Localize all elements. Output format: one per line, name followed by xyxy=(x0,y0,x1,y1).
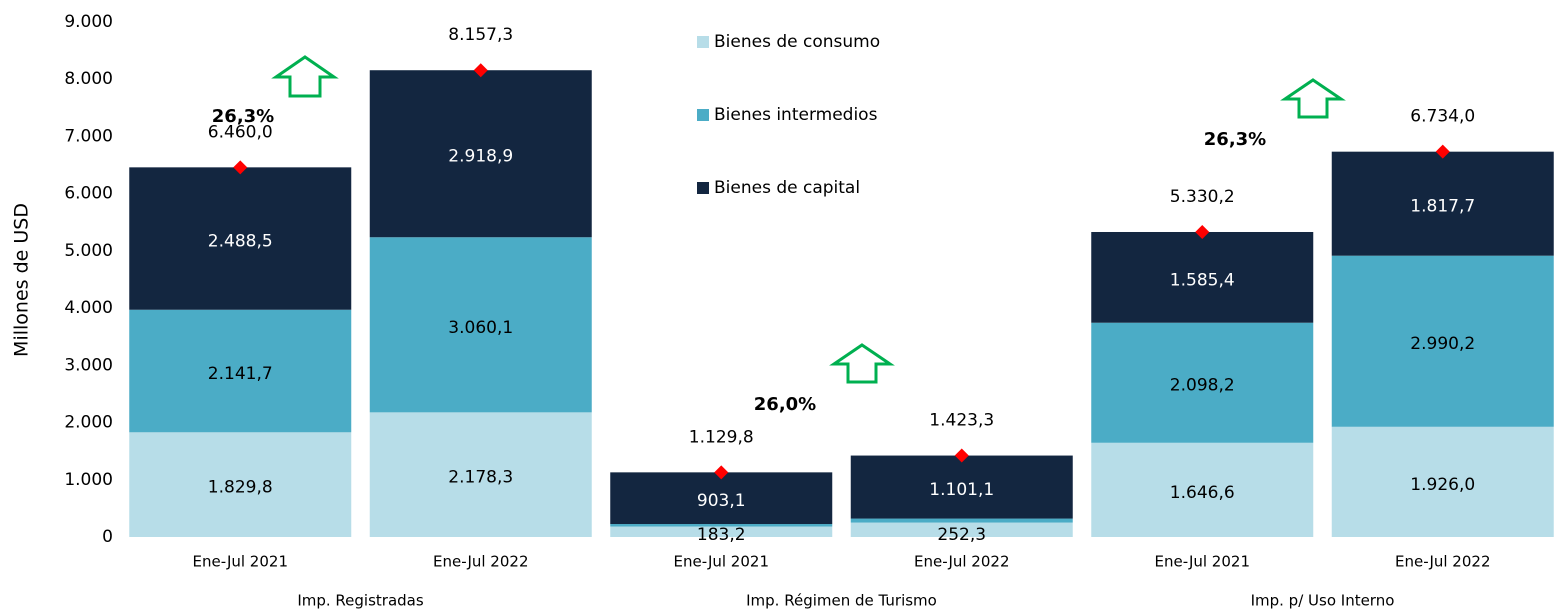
y-tick-label: 4.000 xyxy=(64,298,113,318)
bar-segment xyxy=(1331,255,1554,427)
legend-label: Bienes intermedios xyxy=(714,105,878,125)
group-label: Imp. Registradas xyxy=(297,592,424,610)
bar-segment xyxy=(1331,151,1554,256)
total-marker xyxy=(714,465,729,480)
total-label: 8.157,3 xyxy=(448,25,513,45)
group-label: Imp. Régimen de Turismo xyxy=(746,592,937,610)
x-tick-label: Ene-Jul 2021 xyxy=(1154,553,1250,571)
arrows xyxy=(271,55,1346,384)
value-label: 1.829,8 xyxy=(208,478,273,498)
x-tick-label: Ene-Jul 2022 xyxy=(914,553,1010,571)
y-axis-label: Millones de USD xyxy=(11,203,33,357)
total-marker xyxy=(1435,144,1450,159)
bar-segment xyxy=(369,70,592,238)
bar-segment xyxy=(610,472,833,525)
up-arrow xyxy=(271,55,339,98)
bar-segment xyxy=(850,518,1073,523)
value-label: 1.817,7 xyxy=(1410,197,1475,217)
bar-segment xyxy=(369,237,592,413)
total-marker xyxy=(954,448,969,463)
value-label: 252,3 xyxy=(937,525,986,545)
value-label: 1.101,1 xyxy=(929,480,994,500)
bar-segment xyxy=(1331,426,1554,537)
value-label: 2.488,5 xyxy=(208,232,273,252)
up-arrow xyxy=(1280,78,1346,119)
y-tick-label: 1.000 xyxy=(64,470,113,490)
value-label: 3.060,1 xyxy=(448,318,513,338)
total-label: 6.460,0 xyxy=(208,122,273,142)
value-label: 1.585,4 xyxy=(1170,270,1235,290)
value-label: 2.990,2 xyxy=(1410,334,1475,354)
x-tick-label: Ene-Jul 2022 xyxy=(433,553,529,571)
total-marker xyxy=(473,63,488,78)
value-label: 1.926,0 xyxy=(1410,475,1475,495)
y-tick-label: 8.000 xyxy=(64,69,113,89)
total-marker xyxy=(233,160,248,175)
bar-segment xyxy=(610,524,833,527)
group-label: Imp. p/ Uso Interno xyxy=(1251,592,1395,610)
value-label: 2.178,3 xyxy=(448,468,513,488)
bar-segment xyxy=(850,522,1073,537)
legend-swatch xyxy=(697,36,709,48)
annotation: 26,0% xyxy=(754,394,816,415)
bar-segment xyxy=(1091,231,1314,323)
y-tick-label: 6.000 xyxy=(64,184,113,204)
total-label: 5.330,2 xyxy=(1170,187,1235,207)
value-label: 2.098,2 xyxy=(1170,376,1235,396)
annotation: 26,3% xyxy=(1204,129,1266,150)
y-tick-label: 3.000 xyxy=(64,355,113,375)
y-tick-label: 2.000 xyxy=(64,413,113,433)
bar-segment xyxy=(129,432,352,537)
total-marker xyxy=(1195,224,1210,239)
value-label: 183,2 xyxy=(697,525,746,545)
bar-segment xyxy=(610,526,833,537)
bar-segment xyxy=(1091,322,1314,443)
bar-segment xyxy=(850,455,1073,519)
bar-segment xyxy=(1091,442,1314,537)
bar-segment xyxy=(129,167,352,310)
value-label: 1.646,6 xyxy=(1170,483,1235,503)
y-tick-label: 0 xyxy=(102,527,113,547)
legend-swatch xyxy=(697,182,709,194)
value-label: 2.141,7 xyxy=(208,364,273,384)
up-arrow xyxy=(829,343,895,384)
total-label: 1.423,3 xyxy=(929,411,994,431)
x-tick-label: Ene-Jul 2021 xyxy=(673,553,769,571)
legend-label: Bienes de consumo xyxy=(714,32,880,52)
y-tick-label: 5.000 xyxy=(64,241,113,261)
value-label: 2.918,9 xyxy=(448,147,513,167)
total-label: 1.129,8 xyxy=(689,427,754,447)
legend-swatch xyxy=(697,109,709,121)
y-tick-label: 9.000 xyxy=(64,12,113,32)
x-tick-label: Ene-Jul 2021 xyxy=(192,553,288,571)
legend-label: Bienes de capital xyxy=(714,178,860,198)
total-label: 6.734,0 xyxy=(1410,107,1475,127)
bar-segment xyxy=(129,309,352,433)
x-tick-label: Ene-Jul 2022 xyxy=(1395,553,1491,571)
annotation: 26,3% xyxy=(212,106,274,127)
y-tick-label: 7.000 xyxy=(64,126,113,146)
bar-segment xyxy=(369,412,592,537)
value-label: 903,1 xyxy=(697,491,746,511)
